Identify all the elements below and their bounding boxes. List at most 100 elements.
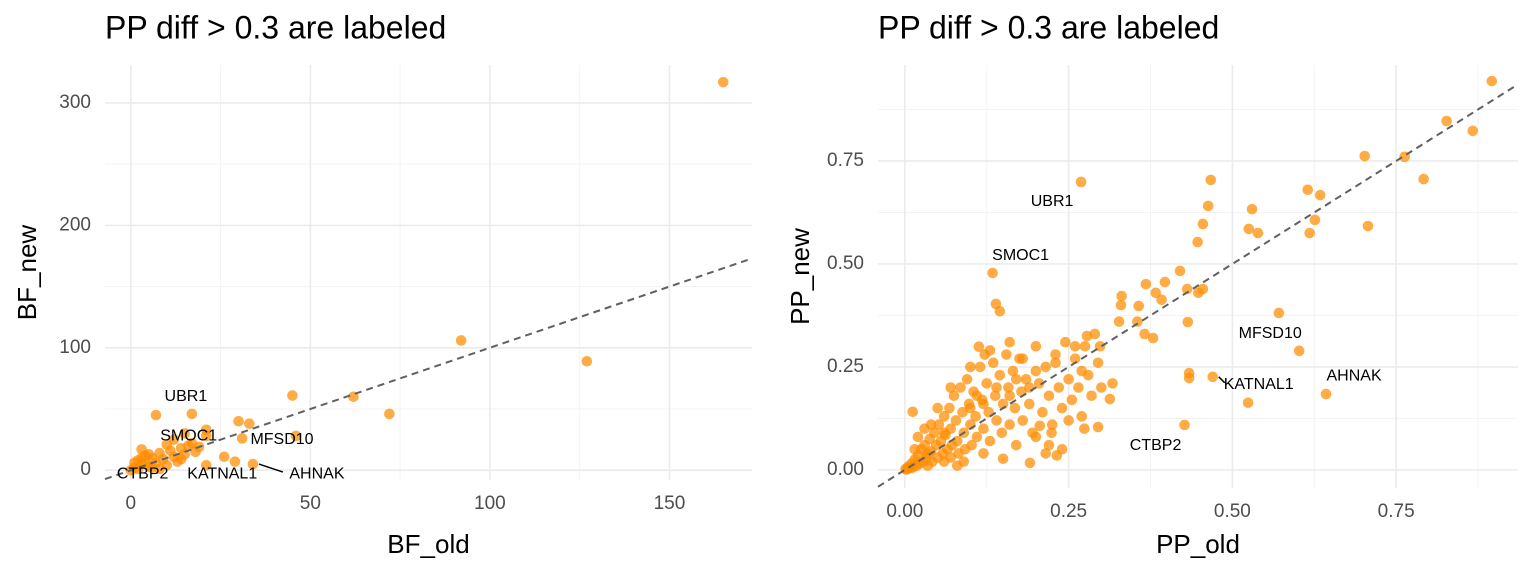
point	[1066, 394, 1078, 406]
point	[1181, 283, 1193, 295]
point	[1034, 420, 1046, 432]
point	[1040, 448, 1051, 459]
point-label: SMOC1	[160, 428, 217, 445]
point	[1004, 336, 1015, 348]
point	[1116, 290, 1127, 302]
point	[1179, 419, 1190, 431]
y-tick-label: 0.50	[827, 253, 864, 274]
point	[455, 335, 467, 346]
point	[200, 460, 212, 471]
y-tick-label: 100	[59, 337, 91, 358]
point	[1017, 353, 1029, 364]
point	[1046, 419, 1058, 430]
point	[1156, 294, 1167, 306]
point	[1362, 220, 1374, 232]
point	[179, 428, 191, 439]
y-tick-label: 200	[59, 214, 91, 235]
point	[929, 427, 940, 439]
point	[1293, 345, 1305, 357]
point	[1004, 419, 1015, 430]
panel: 0 50 100 150 0 100 200 300 UBR1 SMOC1 MFSD10 CTBP2 K…	[12, 9, 753, 559]
point	[1040, 361, 1051, 373]
point	[175, 453, 187, 465]
point	[290, 430, 302, 442]
point	[907, 406, 919, 418]
point	[919, 423, 930, 434]
point	[1133, 300, 1145, 312]
point	[1243, 223, 1255, 235]
point	[1182, 316, 1194, 328]
point	[1007, 365, 1019, 377]
point	[1075, 176, 1087, 188]
point	[229, 456, 241, 467]
point	[1010, 373, 1022, 385]
x-axis-label: PP_old	[1156, 529, 1240, 559]
point	[1304, 227, 1315, 239]
point	[1359, 150, 1371, 162]
point	[1001, 349, 1012, 360]
point	[1037, 406, 1048, 418]
label-segment	[258, 463, 284, 473]
y-axis-label: PP_new	[785, 228, 815, 325]
point	[1207, 371, 1219, 383]
point-label: UBR1	[1031, 193, 1074, 210]
point	[997, 453, 1009, 465]
point	[938, 427, 950, 439]
identity-line	[104, 257, 753, 480]
point	[129, 457, 140, 469]
point	[1192, 236, 1203, 248]
point	[287, 390, 298, 401]
point	[1309, 214, 1321, 226]
point-label: KATNAL1	[187, 466, 257, 483]
x-axis-label: BF_old	[387, 529, 469, 559]
point-label: MFSD10	[250, 431, 313, 448]
point	[1033, 378, 1045, 389]
point	[970, 411, 981, 422]
point	[154, 463, 165, 475]
point	[1079, 341, 1091, 352]
point	[1242, 397, 1254, 409]
point	[991, 415, 1002, 426]
point	[218, 451, 230, 463]
point	[200, 424, 212, 436]
point	[1046, 427, 1057, 439]
point-label: SMOC1	[992, 247, 1049, 264]
point-label: AHNAK	[1327, 367, 1382, 384]
point	[971, 390, 983, 402]
point	[1069, 341, 1081, 352]
point	[1092, 421, 1104, 433]
point-label: KATNAL1	[1224, 376, 1294, 393]
point	[150, 409, 162, 421]
point	[991, 382, 1002, 393]
point	[961, 373, 973, 385]
point	[1202, 200, 1214, 212]
point	[1089, 328, 1101, 340]
point	[978, 398, 989, 410]
point	[1043, 439, 1055, 451]
point	[233, 415, 244, 427]
point	[384, 408, 395, 420]
point	[1024, 382, 1035, 393]
point	[1183, 372, 1195, 384]
point	[950, 415, 962, 426]
point	[984, 435, 996, 447]
point	[984, 345, 996, 356]
point	[1063, 415, 1074, 426]
point	[974, 361, 986, 373]
point	[1024, 457, 1036, 469]
point	[978, 448, 989, 459]
point	[948, 390, 960, 402]
point	[966, 439, 977, 451]
point	[1150, 287, 1162, 299]
point	[987, 357, 999, 369]
point	[1314, 189, 1326, 201]
point	[1205, 174, 1217, 186]
point	[1197, 218, 1209, 230]
point	[1020, 373, 1032, 385]
point	[247, 458, 259, 470]
point	[1107, 378, 1118, 389]
point	[922, 448, 934, 459]
point	[971, 431, 983, 443]
point	[1053, 382, 1065, 393]
point	[1073, 382, 1084, 393]
